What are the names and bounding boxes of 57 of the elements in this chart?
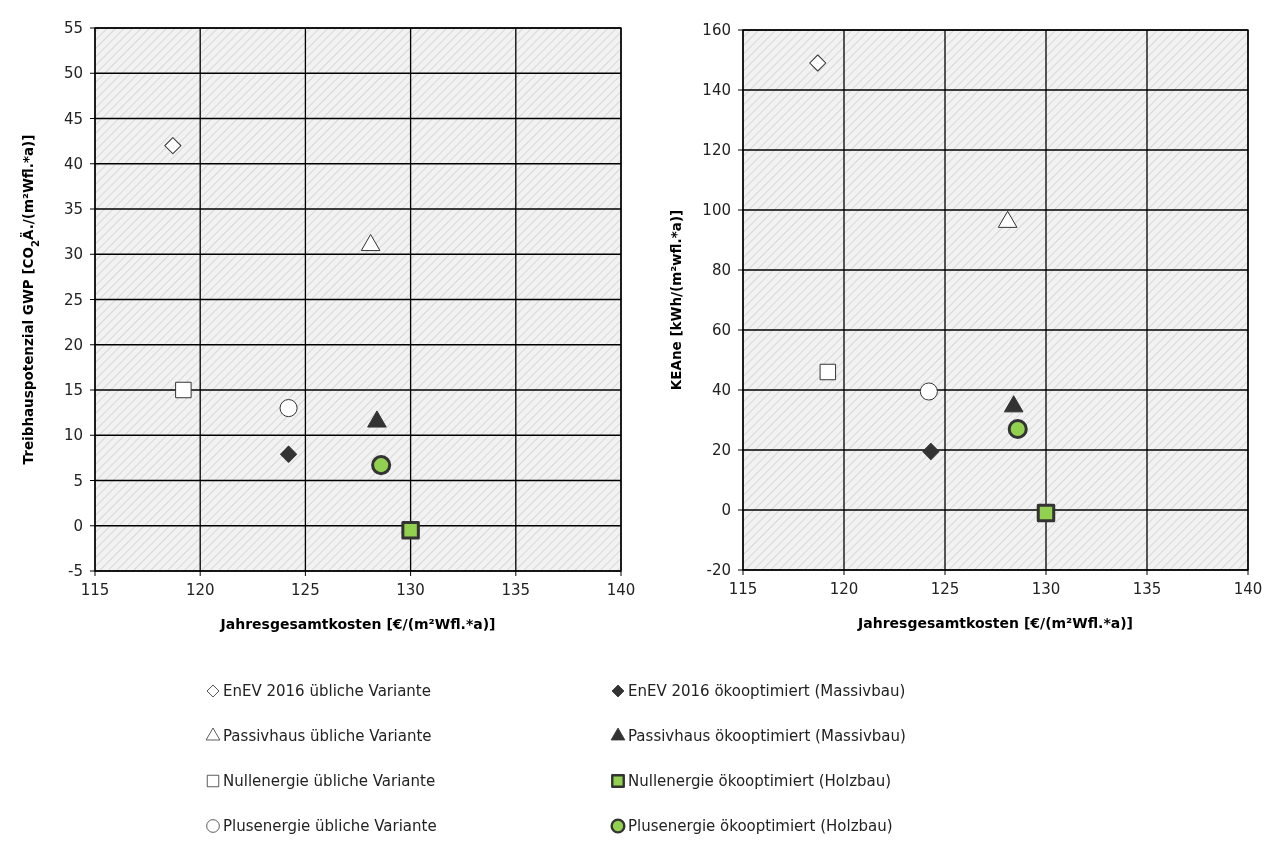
legend-label: Passivhaus übliche Variante	[223, 727, 432, 745]
y-tick-label: 160	[702, 21, 731, 39]
y-tick-label: 100	[702, 201, 731, 219]
point	[922, 442, 940, 461]
y-tick-label: 55	[63, 19, 83, 37]
legend-label: EnEV 2016 ökooptimiert (Massivbau)	[628, 682, 906, 700]
y-tick-label: 20	[711, 441, 731, 459]
y-tick-label: 0	[721, 501, 731, 519]
x-tick-label: 140	[1233, 580, 1263, 598]
point	[371, 455, 392, 476]
y-tick-label: 45	[63, 109, 83, 128]
point	[164, 137, 182, 155]
point	[401, 521, 420, 540]
y-tick-label: -5	[68, 562, 83, 580]
point	[1007, 418, 1028, 440]
point	[819, 363, 837, 381]
point	[919, 382, 938, 401]
x-tick-label: 115	[728, 580, 758, 598]
x-tick-label: 120	[829, 580, 859, 598]
x-tick-label: 125	[291, 581, 320, 599]
y-tick-label: 35	[63, 200, 83, 218]
y-tick-label: 10	[63, 426, 83, 445]
legend-label: EnEV 2016 übliche Variante	[223, 682, 431, 700]
point	[175, 381, 192, 399]
y-axis-title: KEAne [kWh/(m²wfl.*a)]	[668, 209, 684, 391]
x-tick-label: 125	[930, 580, 960, 598]
y-tick-label: 0	[73, 516, 83, 535]
x-tick-label: 135	[1132, 580, 1162, 598]
x-tick-label: 115	[80, 581, 110, 599]
y-tick-label: 30	[63, 245, 83, 264]
y-tick-label: 20	[63, 335, 83, 354]
y-tick-label: 50	[63, 64, 83, 83]
x-tick-label: 120	[185, 581, 215, 599]
x-axis-title: Jahresgesamtkosten [€/(m²Wfl.*a)]	[219, 616, 496, 632]
y-tick-label: 40	[711, 381, 731, 399]
legend-label: Nullenergie ökooptimiert (Holzbau)	[628, 772, 892, 790]
point	[1036, 503, 1056, 523]
y-tick-label: 120	[702, 141, 731, 159]
legend-label: Plusenergie übliche Variante	[223, 817, 437, 835]
y-tick-label: 40	[63, 154, 83, 173]
y-tick-label: 25	[63, 290, 83, 309]
x-axis-title: Jahresgesamtkosten [€/(m²Wfl.*a)]	[857, 615, 1133, 631]
y-tick-label: 60	[711, 321, 731, 339]
point	[279, 399, 298, 418]
legend-label: Passivhaus ökooptimiert (Massivbau)	[628, 727, 906, 745]
x-tick-label: 135	[501, 581, 531, 599]
x-tick-label: 140	[606, 581, 636, 599]
y-tick-label: 140	[702, 81, 731, 99]
legend-label: Nullenergie übliche Variante	[223, 772, 436, 790]
point	[280, 445, 298, 463]
y-tick-label: 80	[711, 261, 731, 279]
legend-label: Plusenergie ökooptimiert (Holzbau)	[628, 817, 893, 835]
y-tick-label: 5	[73, 471, 83, 490]
x-tick-label: 130	[1031, 580, 1061, 598]
y-tick-label: -20	[706, 561, 731, 579]
y-tick-label: 15	[63, 381, 83, 399]
x-tick-label: 130	[396, 581, 425, 599]
